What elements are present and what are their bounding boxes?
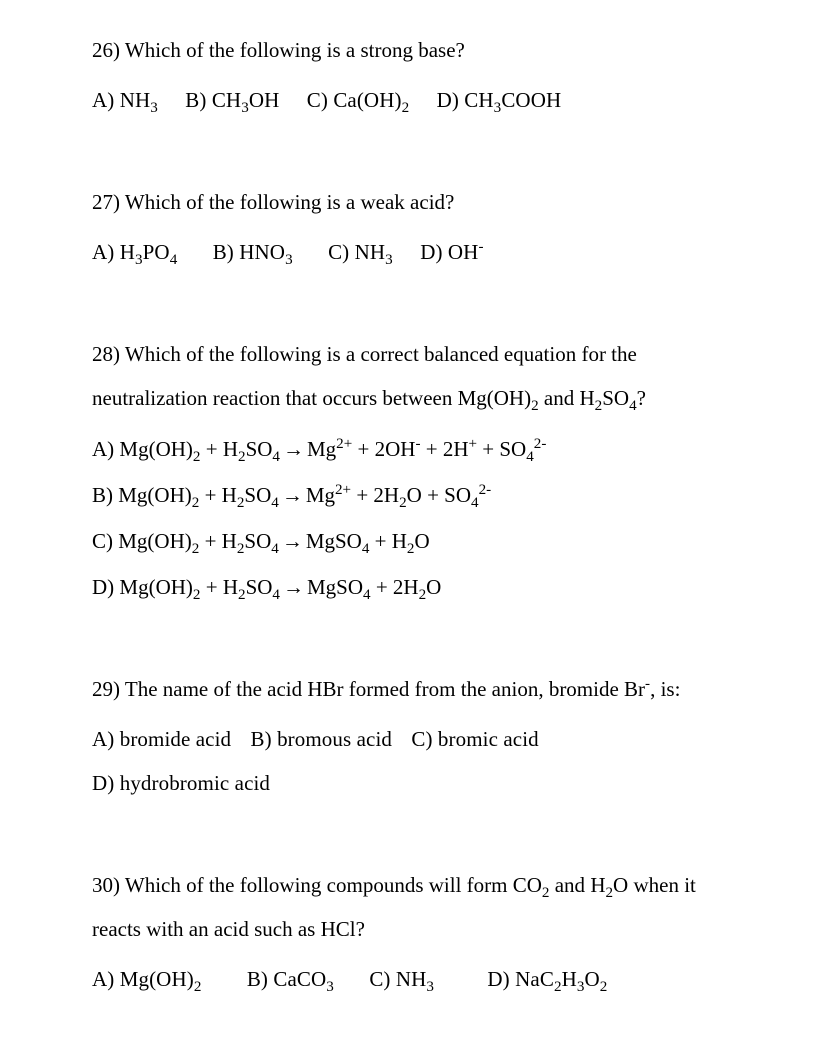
option-c: C) NH3 [369,967,439,991]
option-label: B) [185,88,206,112]
option-label: B) [251,727,272,751]
equation: Mg(OH)2 + H2SO4→Mg2+ + 2OH- + 2H+ + SO42… [119,437,546,461]
question-text-line2-mid: and [539,386,580,410]
option-b: B) Mg(OH)2 + H2SO4→Mg2+ + 2H2O + SO42- [92,473,741,517]
equation: Mg(OH)2 + H2SO4→Mg2+ + 2H2O + SO42- [118,483,491,507]
option-formula: CaCO3 [273,967,334,991]
option-text: bromide acid [120,727,231,751]
option-label: D) [437,88,459,112]
option-label: A) [92,88,114,112]
stem-formula-1: CO2 [513,873,550,897]
option-text: bromous acid [277,727,392,751]
option-label: D) [92,771,114,795]
question-text-line2-prefix: neutralization reaction that occurs betw… [92,386,458,410]
question-page: 26) Which of the following is a strong b… [0,0,833,1050]
option-label: B) [92,483,113,507]
question-text-line1-prefix: Which of the following compounds will fo… [125,873,513,897]
option-formula: CH3OH [212,88,280,112]
stem-formula-2: H2SO4 [579,386,636,410]
question-text-prefix: The name of the acid HBr formed from the… [125,677,645,701]
option-d: D) hydrobromic acid [92,771,270,795]
option-formula: HNO3 [239,240,292,264]
option-label: A) [92,727,114,751]
option-label: C) [411,727,432,751]
option-label: C) [369,967,390,991]
option-formula: Ca(OH)2 [333,88,409,112]
question-text-line1-mid: and [549,873,590,897]
question-options: A) Mg(OH)2 B) CaCO3 C) NH3 D) NaC2H3O2 [92,957,741,1001]
question-options: A) NH3 B) CH3OH C) Ca(OH)2 D) CH3COOH [92,78,741,122]
option-formula: NH3 [396,967,434,991]
question-number: 29) [92,677,120,701]
question-number: 28) [92,342,120,366]
question-text-line1-suffix: when it [628,873,696,897]
question-28: 28) Which of the following is a correct … [92,332,741,609]
option-formula: NaC2H3O2 [515,967,607,991]
question-stem: 29) The name of the acid HBr formed from… [92,667,741,711]
option-label: D) [420,240,442,264]
option-formula: CH3COOH [464,88,561,112]
question-stem: 28) Which of the following is a correct … [92,332,741,420]
option-c: C) NH3 [328,240,398,264]
question-stem: 26) Which of the following is a strong b… [92,28,741,72]
question-27: 27) Which of the following is a weak aci… [92,180,741,274]
option-d: D) CH3COOH [437,88,562,112]
option-formula: NH3 [355,240,393,264]
option-label: D) [92,575,114,599]
question-26: 26) Which of the following is a strong b… [92,28,741,122]
option-d: D) OH- [420,240,483,264]
option-label: C) [92,529,113,553]
question-options: A) Mg(OH)2 + H2SO4→Mg2+ + 2OH- + 2H+ + S… [92,427,741,609]
option-text: hydrobromic acid [120,771,270,795]
question-number: 30) [92,873,120,897]
option-c: C) Mg(OH)2 + H2SO4→MgSO4 + H2O [92,519,741,563]
option-text: bromic acid [438,727,539,751]
equation: Mg(OH)2 + H2SO4→MgSO4 + 2H2O [119,575,441,599]
option-a: A) H3PO4 [92,240,183,264]
stem-formula-2: H2O [590,873,628,897]
question-29: 29) The name of the acid HBr formed from… [92,667,741,805]
option-a: A) Mg(OH)2 + H2SO4→Mg2+ + 2OH- + 2H+ + S… [92,427,741,471]
question-options: A) bromide acid B) bromous acid C) bromi… [92,717,741,805]
question-options: A) H3PO4 B) HNO3 C) NH3 D) OH- [92,230,741,274]
question-text-suffix: , is: [650,677,680,701]
option-label: A) [92,967,114,991]
option-formula: NH3 [120,88,158,112]
question-text: Which of the following is a strong base? [125,38,465,62]
option-a: A) Mg(OH)2 [92,967,207,991]
option-b: B) CaCO3 [247,967,339,991]
option-a: A) NH3 [92,88,163,112]
equation: Mg(OH)2 + H2SO4→MgSO4 + H2O [118,529,429,553]
option-a: A) bromide acid [92,727,237,751]
option-formula: OH- [448,240,484,264]
stem-formula-1: Mg(OH)2 [458,386,539,410]
option-label: A) [92,437,114,461]
question-text: Which of the following is a weak acid? [125,190,454,214]
option-formula: H3PO4 [120,240,178,264]
question-text-line2: reacts with an acid such as HCl? [92,917,365,941]
option-formula: Mg(OH)2 [120,967,202,991]
option-label: C) [307,88,328,112]
option-d: D) NaC2H3O2 [487,967,607,991]
question-stem: 27) Which of the following is a weak aci… [92,180,741,224]
question-30: 30) Which of the following compounds wil… [92,863,741,1001]
option-label: A) [92,240,114,264]
option-d: D) Mg(OH)2 + H2SO4→MgSO4 + 2H2O [92,565,741,609]
option-b: B) CH3OH [185,88,284,112]
question-stem: 30) Which of the following compounds wil… [92,863,741,951]
question-text-line1: Which of the following is a correct bala… [125,342,637,366]
question-number: 27) [92,190,120,214]
option-label: D) [487,967,509,991]
option-label: B) [247,967,268,991]
question-text-line2-suffix: ? [637,386,646,410]
question-number: 26) [92,38,120,62]
option-c: C) bromic acid [411,727,538,751]
option-b: B) HNO3 [213,240,298,264]
option-label: B) [213,240,234,264]
option-label: C) [328,240,349,264]
option-c: C) Ca(OH)2 [307,88,415,112]
option-b: B) bromous acid [251,727,398,751]
